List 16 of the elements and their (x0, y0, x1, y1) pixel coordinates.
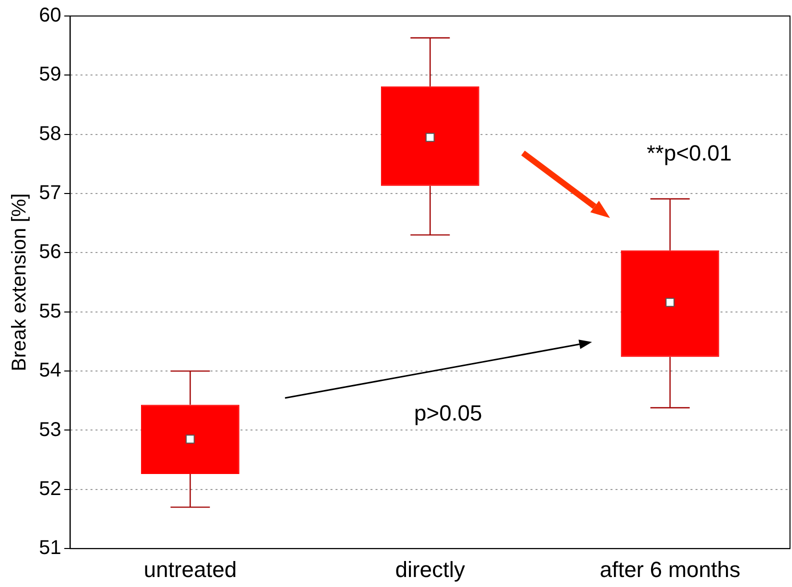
y-tick-label: 54 (38, 360, 62, 382)
y-tick-label: 57 (38, 182, 62, 204)
annotation: **p<0.01 (646, 140, 732, 166)
y-tick-label: 60 (38, 4, 62, 27)
y-tick-label: 53 (38, 418, 62, 441)
y-tick-label: 59 (38, 64, 62, 86)
y-tick-label: 56 (38, 241, 62, 264)
x-tick-label: untreated (144, 556, 237, 582)
x-tick-label: directly (395, 556, 465, 582)
y-axis-title: Break extension [%] (8, 193, 31, 372)
y-tick-label: 52 (38, 478, 62, 500)
y-tick-label: 51 (38, 537, 62, 560)
x-tick-label: after 6 months (600, 556, 740, 582)
y-tick-label: 55 (38, 300, 62, 322)
y-tick-label: 58 (38, 122, 62, 145)
annotation: p>0.05 (414, 400, 482, 426)
